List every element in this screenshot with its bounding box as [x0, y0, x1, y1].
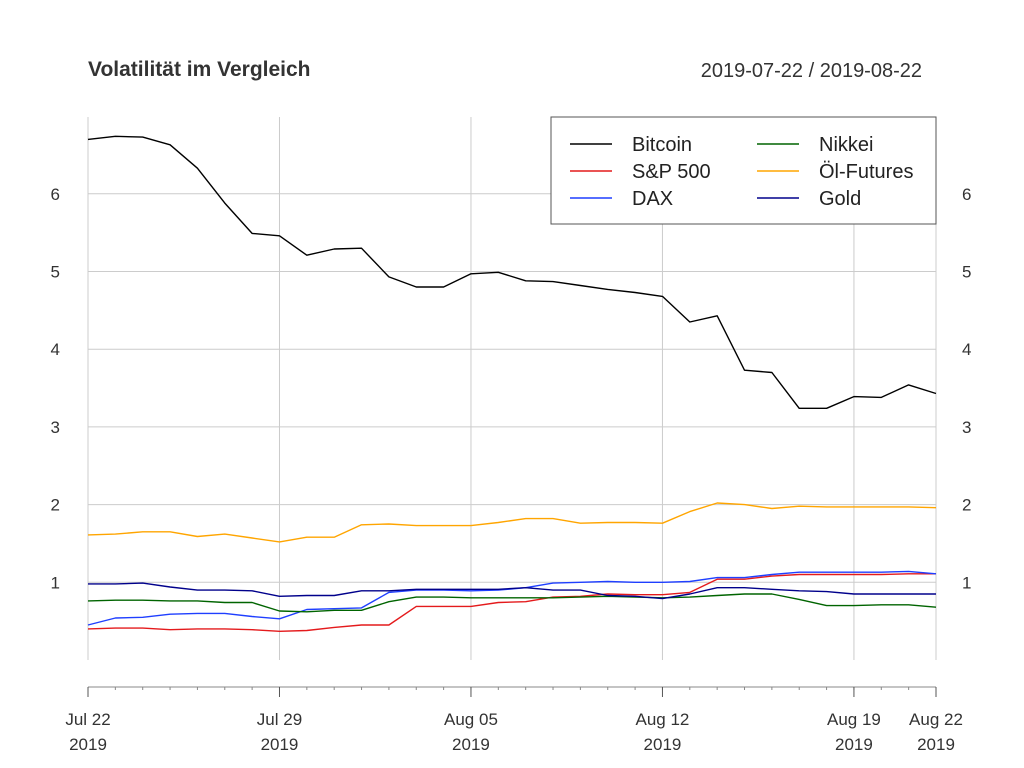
series-line-0: [87, 135, 937, 409]
series-layer: [87, 135, 937, 632]
y-tick-label-left: 6: [51, 185, 60, 204]
series-line-3: [87, 593, 937, 613]
chart-date-range: 2019-07-22 / 2019-08-22: [701, 60, 922, 82]
series-line-5: [88, 582, 936, 600]
legend-label: DAX: [632, 188, 673, 210]
y-tick-label-left: 2: [51, 496, 60, 515]
legend-label: Öl-Futures: [819, 161, 913, 183]
legend: Bitcoin S&P 500 DAX Nikkei Öl-Futures Gold: [550, 116, 937, 225]
legend-label: Nikkei: [819, 134, 873, 156]
x-tick-year-label: 2019: [261, 735, 299, 754]
y-tick-label-right: 4: [962, 340, 971, 359]
series-line-4: [87, 502, 937, 543]
axis-layer: 1 1 2 2 3 3 4 4 5 5 6 6 Jul 22 2019 Jul 29 2019 Aug 05 20…: [51, 185, 972, 754]
series-line-1: [87, 573, 936, 632]
x-tick-label: Jul 29: [257, 710, 302, 729]
x-tick-label: Aug 22: [909, 710, 963, 729]
y-tick-label-left: 5: [51, 263, 60, 282]
legend-label: S&P 500: [632, 161, 711, 183]
x-tick-label: Aug 12: [636, 710, 690, 729]
y-tick-label-right: 6: [962, 185, 971, 204]
x-tick-year-label: 2019: [452, 735, 490, 754]
y-tick-label-left: 1: [51, 573, 60, 592]
x-tick-label: Jul 22: [65, 710, 110, 729]
y-tick-label-right: 5: [962, 263, 971, 282]
y-tick-label-left: 4: [51, 340, 60, 359]
x-tick-year-label: 2019: [69, 735, 107, 754]
legend-box: [550, 116, 937, 225]
legend-label: Bitcoin: [632, 134, 692, 156]
legend-label: Gold: [819, 188, 861, 210]
x-tick-label: Aug 19: [827, 710, 881, 729]
y-tick-label-right: 2: [962, 496, 971, 515]
x-tick-label: Aug 05: [444, 710, 498, 729]
x-tick-year-label: 2019: [917, 735, 955, 754]
y-tick-label-right: 3: [962, 418, 971, 437]
y-tick-label-right: 1: [962, 573, 971, 592]
x-tick-year-label: 2019: [644, 735, 682, 754]
x-tick-year-label: 2019: [835, 735, 873, 754]
chart-title: Volatilität im Vergleich: [88, 58, 311, 81]
y-tick-label-left: 3: [51, 418, 60, 437]
